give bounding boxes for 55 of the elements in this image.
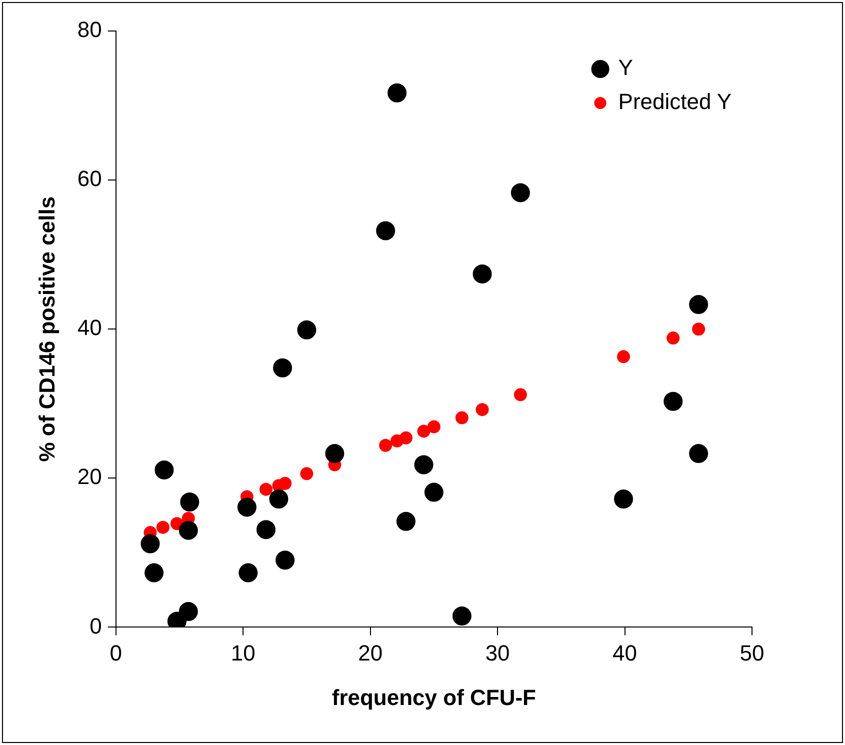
point (237, 498, 256, 517)
point (144, 563, 164, 582)
point (276, 550, 295, 570)
point (666, 332, 680, 345)
point (399, 431, 412, 444)
y-tick-label: 20 (77, 464, 102, 490)
point (376, 221, 396, 240)
point (388, 83, 407, 102)
point (396, 512, 416, 531)
legend-label: Predicted Y (618, 89, 732, 114)
point (180, 492, 200, 512)
point (617, 350, 630, 364)
point (256, 520, 276, 540)
point (689, 444, 708, 464)
point (664, 392, 683, 411)
point (178, 520, 198, 540)
y-tick-label: 80 (77, 17, 102, 42)
x-tick-label: 10 (230, 640, 256, 666)
point (692, 322, 706, 336)
point (414, 455, 434, 474)
x-tick-label: 40 (612, 640, 638, 666)
point (452, 606, 472, 626)
x-tick-label: 50 (740, 640, 764, 666)
point (689, 295, 708, 314)
point (238, 563, 258, 582)
y-tick-label: 0 (90, 613, 102, 638)
point (178, 602, 198, 622)
point (455, 411, 468, 424)
point (300, 467, 314, 480)
point (297, 320, 316, 340)
y-tick-label: 60 (77, 166, 102, 192)
legend-label: Y (618, 55, 634, 80)
point (259, 482, 272, 496)
point (269, 490, 288, 509)
point (510, 183, 530, 202)
y-axis-title: % of CD146 positive cells (34, 196, 60, 462)
point (614, 490, 633, 509)
point (154, 460, 174, 480)
point (325, 444, 344, 464)
point (140, 534, 160, 554)
point (472, 264, 492, 284)
point (379, 438, 392, 452)
x-axis-title: frequency of CFU-F (332, 684, 536, 710)
point (476, 403, 489, 416)
point (156, 520, 170, 534)
point (278, 476, 292, 490)
point (417, 424, 430, 438)
point (427, 420, 440, 434)
x-tick-label: 0 (110, 640, 122, 666)
point (273, 358, 292, 378)
x-tick-label: 30 (485, 640, 510, 666)
y-tick-label: 40 (77, 315, 102, 340)
point (514, 388, 527, 402)
point (424, 482, 444, 502)
x-tick-label: 20 (358, 640, 383, 666)
